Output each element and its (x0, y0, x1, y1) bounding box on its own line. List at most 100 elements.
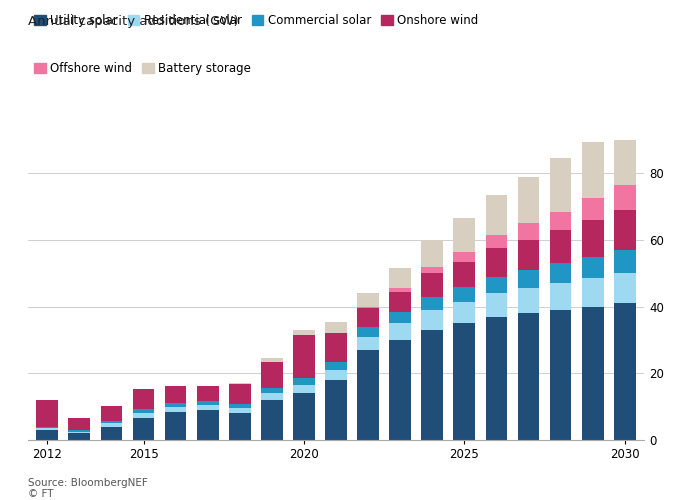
Bar (325, 322, 347, 334)
Bar (389, 288, 411, 292)
Bar (517, 240, 540, 270)
Bar (486, 235, 508, 248)
Bar (454, 286, 475, 302)
Bar (614, 122, 636, 185)
Bar (389, 324, 411, 340)
Bar (614, 250, 636, 274)
Bar (582, 198, 603, 220)
Bar (614, 274, 636, 304)
Bar (357, 326, 379, 336)
Bar (486, 248, 508, 276)
Bar (421, 310, 443, 330)
Bar (261, 400, 283, 440)
Bar (614, 210, 636, 250)
Bar (164, 406, 186, 412)
Bar (325, 334, 347, 361)
Bar (261, 362, 283, 388)
Bar (132, 410, 155, 414)
Bar (36, 400, 58, 426)
Bar (132, 414, 155, 418)
Bar (582, 220, 603, 256)
Bar (517, 314, 540, 440)
Bar (550, 310, 571, 440)
Bar (229, 384, 251, 404)
Bar (389, 268, 411, 288)
Bar (421, 266, 443, 274)
Bar (517, 224, 540, 240)
Bar (293, 335, 315, 378)
Bar (101, 424, 122, 426)
Bar (132, 390, 155, 409)
Bar (486, 195, 508, 235)
Bar (550, 158, 571, 212)
Bar (357, 336, 379, 350)
Bar (164, 402, 186, 406)
Text: Source: BloombergNEF: Source: BloombergNEF (28, 478, 148, 488)
Bar (197, 405, 218, 410)
Bar (517, 288, 540, 314)
Bar (229, 414, 251, 440)
Bar (421, 240, 443, 266)
Bar (389, 292, 411, 312)
Bar (582, 278, 603, 306)
Bar (421, 274, 443, 296)
Bar (614, 304, 636, 440)
Bar (101, 426, 122, 440)
Bar (197, 386, 218, 401)
Bar (486, 294, 508, 316)
Bar (325, 362, 347, 370)
Bar (486, 276, 508, 293)
Bar (357, 294, 379, 306)
Bar (325, 380, 347, 440)
Bar (261, 388, 283, 394)
Bar (357, 306, 379, 308)
Bar (389, 340, 411, 440)
Bar (550, 284, 571, 310)
Bar (101, 406, 122, 420)
Bar (421, 330, 443, 440)
Bar (454, 324, 475, 440)
Bar (293, 378, 315, 385)
Bar (164, 386, 186, 402)
Bar (69, 432, 90, 434)
Bar (454, 262, 475, 286)
Bar (614, 185, 636, 210)
Bar (36, 426, 58, 428)
Bar (293, 330, 315, 335)
Bar (454, 218, 475, 252)
Bar (550, 230, 571, 264)
Bar (229, 404, 251, 408)
Bar (197, 401, 218, 405)
Bar (261, 358, 283, 362)
Bar (101, 420, 122, 424)
Bar (550, 264, 571, 283)
Bar (229, 408, 251, 414)
Text: Annual capacity additions (GW): Annual capacity additions (GW) (28, 15, 239, 28)
Text: © FT: © FT (28, 489, 53, 499)
Bar (454, 302, 475, 324)
Bar (293, 394, 315, 440)
Bar (357, 350, 379, 440)
Bar (229, 382, 251, 384)
Bar (69, 418, 90, 430)
Bar (69, 434, 90, 440)
Legend: Offshore wind, Battery storage: Offshore wind, Battery storage (34, 62, 251, 75)
Bar (357, 308, 379, 326)
Bar (36, 430, 58, 440)
Bar (69, 430, 90, 432)
Bar (36, 428, 58, 430)
Bar (293, 385, 315, 394)
Bar (454, 252, 475, 262)
Bar (582, 306, 603, 440)
Bar (197, 410, 218, 440)
Bar (517, 270, 540, 288)
Bar (517, 176, 540, 224)
Bar (582, 256, 603, 278)
Bar (132, 418, 155, 440)
Bar (261, 394, 283, 400)
Bar (325, 370, 347, 380)
Bar (421, 296, 443, 310)
Bar (550, 212, 571, 230)
Bar (486, 316, 508, 440)
Bar (389, 312, 411, 324)
